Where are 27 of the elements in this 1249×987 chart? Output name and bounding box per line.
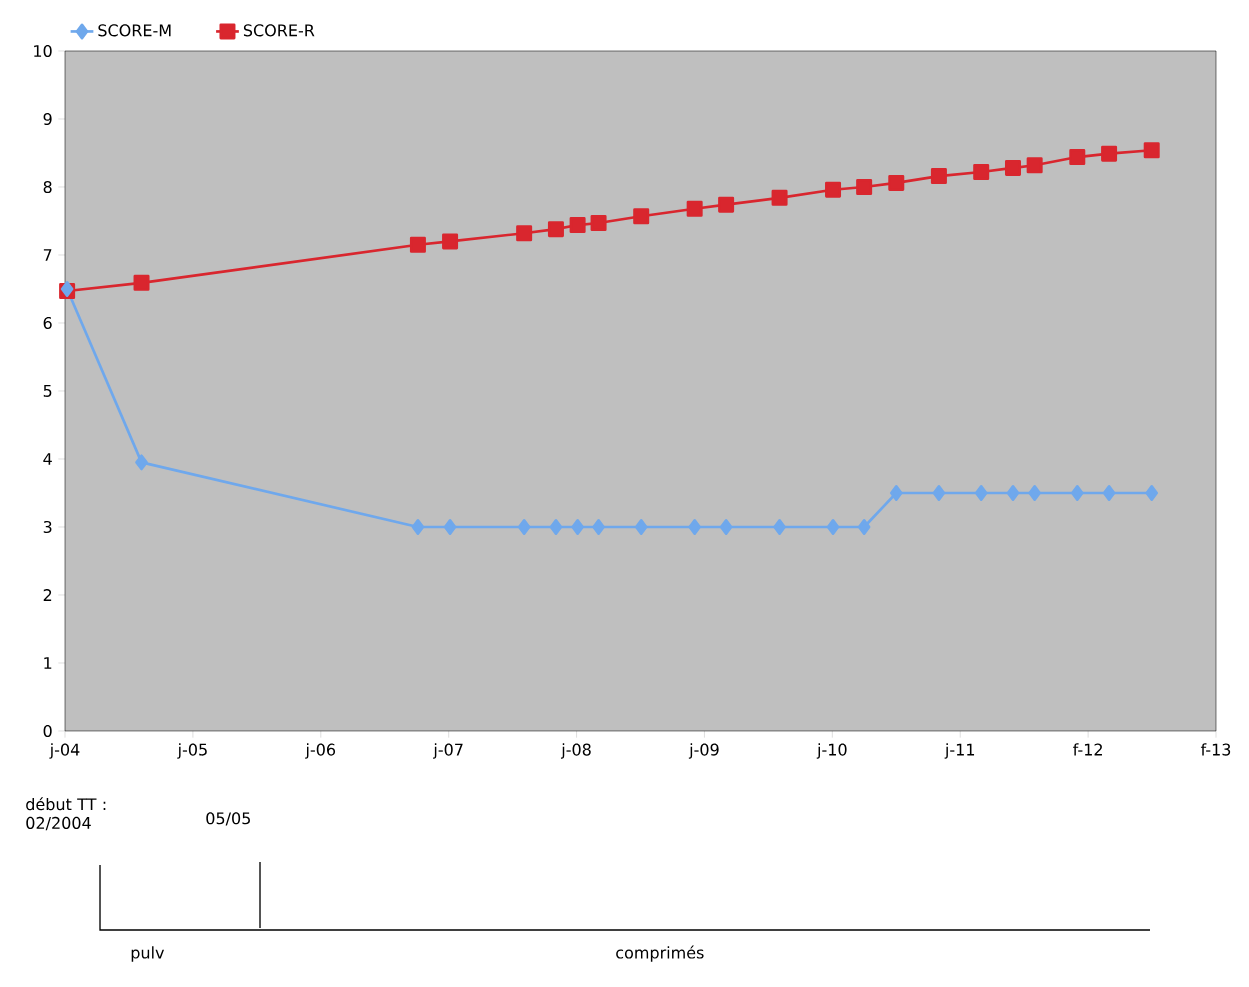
x-tick-label: j-09: [688, 743, 719, 759]
x-tick-label: j-05: [177, 743, 207, 759]
x-tick-label: f-13: [1200, 743, 1231, 756]
y-tick-label: 9: [43, 112, 52, 126]
y-tick-label: 5: [43, 385, 52, 397]
legend-label: SCORE-R: [243, 24, 315, 37]
text: 05/05: [206, 812, 250, 826]
text: pulv: [131, 946, 165, 962]
y-tick-label: 6: [43, 316, 52, 330]
x-tick-label: j-04: [49, 743, 80, 759]
legend-label: SCORE-M: [98, 24, 171, 37]
y-tick-label: 7: [43, 249, 52, 261]
y-tick-label: 3: [43, 520, 52, 534]
y-tick-label: 4: [43, 453, 52, 465]
y-tick-label: 1: [44, 657, 52, 669]
x-tick-label: j-10: [816, 743, 847, 759]
x-tick-label: j-07: [433, 743, 463, 759]
y-tick-label: 2: [43, 589, 52, 601]
text: début TT : 02/2004: [26, 797, 106, 831]
y-tick-label: 0: [43, 724, 52, 738]
y-tick-label: 10: [34, 44, 52, 58]
x-tick-label: j-06: [305, 743, 336, 759]
text: comprimés: [616, 945, 704, 962]
y-tick-label: 8: [43, 180, 52, 194]
x-tick-label: f-12: [1073, 743, 1102, 756]
x-tick-label: j-11: [944, 743, 975, 759]
x-tick-label: j-08: [560, 743, 591, 759]
